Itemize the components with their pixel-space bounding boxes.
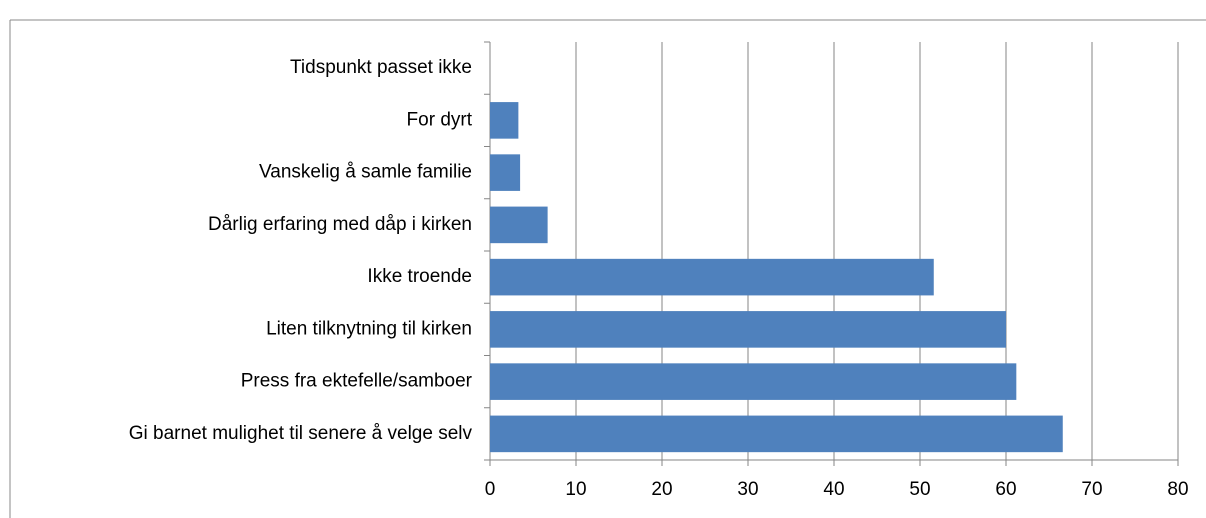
- x-tick-label: 30: [737, 479, 758, 500]
- x-tick-label: 40: [823, 479, 844, 500]
- x-tick-label: 0: [485, 479, 496, 500]
- bar: [490, 154, 521, 191]
- x-tick-label: 10: [565, 479, 586, 500]
- y-tick-label: Dårlig erfaring med dåp i kirken: [208, 214, 472, 235]
- bar: [490, 258, 934, 296]
- y-tick-label: Press fra ektefelle/samboer: [241, 371, 473, 392]
- y-tick-label: Ikke troende: [367, 266, 472, 287]
- x-tick-label: 20: [651, 479, 672, 500]
- bar: [490, 363, 1017, 400]
- y-tick-label: Gi barnet mulighet til senere å velge se…: [129, 423, 473, 444]
- bar: [490, 415, 1063, 453]
- y-tick-label: For dyrt: [407, 109, 473, 130]
- y-tick-label: Vanskelig å samle familie: [259, 162, 472, 183]
- bar: [490, 206, 548, 244]
- y-tick-label: Tidspunkt passet ikke: [290, 57, 472, 78]
- bar: [490, 102, 519, 139]
- x-tick-label: 50: [909, 479, 930, 500]
- bar: [490, 311, 1006, 348]
- y-tick-label: Liten tilknytning til kirken: [266, 318, 472, 339]
- x-tick-label: 60: [995, 479, 1016, 500]
- x-tick-label: 80: [1167, 479, 1188, 500]
- x-tick-label: 70: [1081, 479, 1102, 500]
